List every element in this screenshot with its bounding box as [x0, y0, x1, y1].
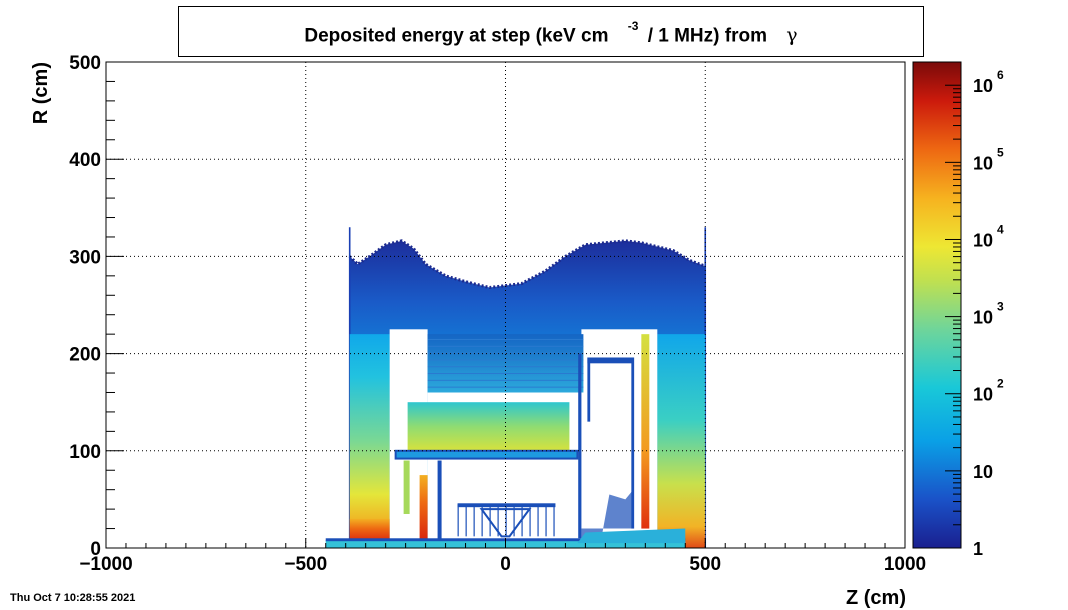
upper-block-line [427, 386, 584, 388]
x-tick-label: 500 [689, 554, 721, 575]
colorbar-label-exponent: 3 [997, 300, 1004, 314]
left-inner-post [437, 460, 442, 544]
colorbar-scale [912, 61, 962, 549]
axis-ticks [105, 61, 906, 549]
colorbar-label-exponent: 4 [997, 222, 1004, 236]
colorbar-label-exponent: 6 [997, 68, 1004, 82]
upper-block-line [427, 359, 584, 361]
right-outer-post [631, 357, 635, 529]
cage-bar [545, 504, 547, 537]
title-box: Deposited energy at step (keV cm -3 / 1 … [178, 6, 924, 57]
right-wall-gradient [657, 334, 706, 548]
y-tick-label: 400 [69, 150, 101, 171]
colorbar-label-exponent: 2 [997, 377, 1004, 391]
x-tick-label: 1000 [884, 554, 926, 575]
right-speckle [581, 489, 634, 539]
cage-bar [497, 504, 499, 537]
title-rest: / 1 MHz) from [647, 25, 767, 47]
x-tick-label: −1000 [79, 554, 132, 575]
cage-bar [481, 504, 483, 537]
colorbar-label: 10 [973, 308, 993, 328]
title-main: Deposited energy at step (keV cm [304, 25, 609, 47]
title-exponent: -3 [627, 19, 639, 33]
left-wall-gradient [349, 334, 390, 548]
cage-bar [529, 504, 531, 537]
y-tick-label: 500 [69, 53, 101, 74]
timestamp: Thu Oct 7 10:28:55 2021 [10, 592, 136, 604]
x-tick-label: −500 [284, 554, 327, 575]
right-top-bar [587, 357, 634, 364]
middle-block [407, 402, 570, 451]
colorbar-label-exponent: 5 [997, 145, 1004, 159]
cage-bar [457, 504, 459, 537]
cage-funnel [479, 508, 532, 538]
upper-block-line [427, 352, 584, 354]
colorbar-label: 10 [973, 385, 993, 405]
cage-bar [473, 504, 475, 537]
cage-bar [465, 504, 467, 537]
cage-bar [513, 504, 515, 537]
x-tick-label: 0 [500, 554, 511, 575]
right-hot-strip [641, 334, 650, 529]
middle-block-base [395, 450, 578, 459]
left-hot-strip [419, 475, 428, 544]
beam-floor-right [577, 528, 686, 544]
colorbar: 1 10 10 2 10 3 10 4 10 5 10 6 [912, 61, 1004, 559]
upper-block-line [427, 339, 584, 340]
title-symbol: γ [786, 24, 798, 47]
right-left-post [578, 353, 582, 539]
envelope-edge [348, 239, 706, 290]
y-tick-label: 200 [69, 345, 101, 366]
heatmap-layer [325, 227, 707, 549]
y-tick-label: 100 [69, 442, 101, 463]
upper-block-line [427, 373, 584, 375]
y-tick-label: 0 [90, 539, 101, 560]
grid-lines [106, 62, 905, 548]
colorbar-label: 1 [973, 539, 983, 559]
cage-bar [505, 504, 507, 537]
colorbar-label: 10 [973, 76, 993, 96]
upper-block-line [427, 379, 584, 381]
right-inner-post [587, 357, 591, 422]
cage-top [457, 503, 556, 508]
colorbar-label: 10 [973, 153, 993, 173]
colorbar-label: 10 [973, 230, 993, 250]
x-axis-label: Z (cm) [846, 587, 906, 609]
left-green-strip [403, 460, 410, 514]
cage-bar [537, 504, 539, 537]
colorbar-label: 10 [973, 462, 993, 482]
y-tick-label: 300 [69, 247, 101, 268]
axis-labels: −1000 −500 0 500 1000 0 100 200 300 400 500 Z (cm) R… [30, 53, 926, 609]
chart-title: Deposited energy at step (keV cm -3 / 1 … [179, 19, 923, 47]
y-axis-label: R (cm) [30, 62, 52, 124]
cage-bar [553, 504, 555, 537]
